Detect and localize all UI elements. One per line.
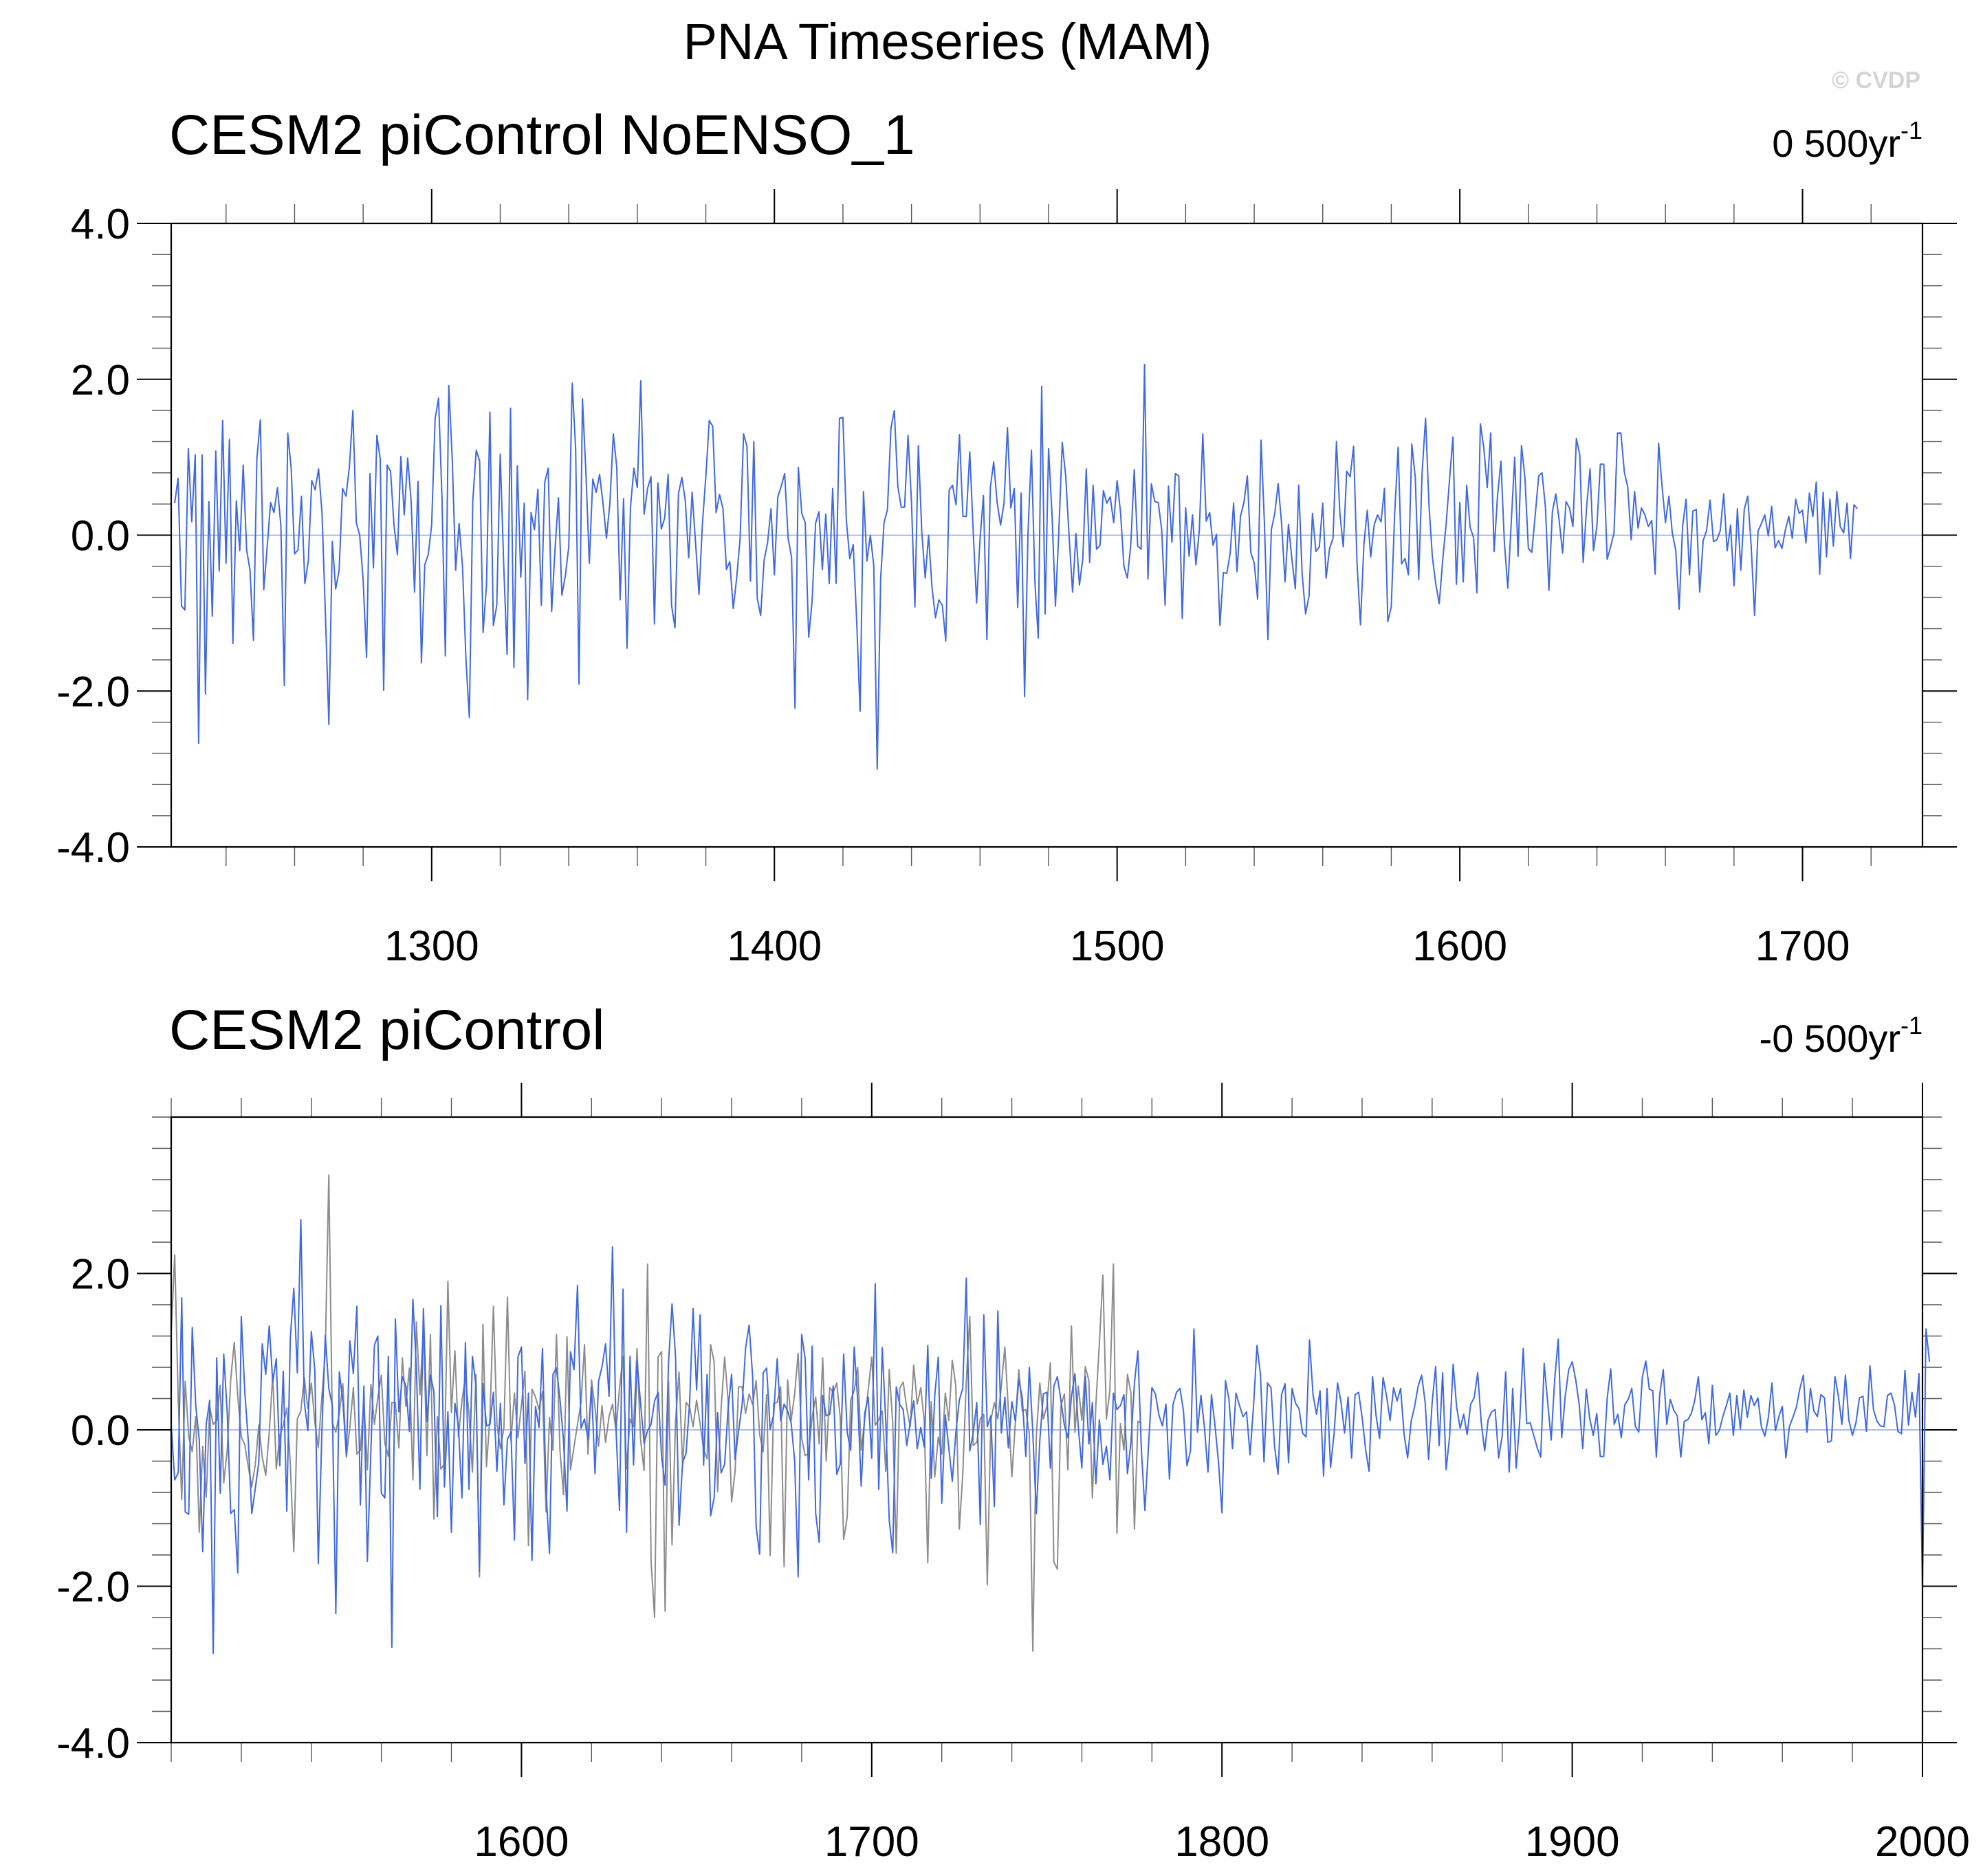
trend-value: -0 500yr: [1760, 1017, 1900, 1060]
trend-value: 0 500yr: [1772, 122, 1900, 165]
y-tick-label: 0.0: [71, 513, 130, 560]
x-tick-label: 1900: [1525, 1818, 1620, 1866]
chart-panel-noenso: CESM2 piControl NoENSO_1 0 500yr-1 -4.0 -…: [56, 104, 1957, 970]
chart-panel-picontrol: CESM2 piControl -0 500yr-1 -4.0 -2.0 0.0 2.…: [56, 999, 1970, 1866]
panel-title: CESM2 piControl NoENSO_1: [169, 104, 915, 166]
panel-title: CESM2 piControl: [169, 999, 604, 1061]
plot-frame: [170, 1116, 1924, 1744]
y-tick-label: -2.0: [56, 1564, 130, 1611]
x-tick-label: 1600: [1412, 923, 1507, 970]
series-line-main: [171, 1219, 1931, 1655]
y-tick-label: -4.0: [56, 1720, 130, 1767]
trend-label: 0 500yr-1: [1772, 116, 1922, 165]
y-tick-label: 0.0: [71, 1407, 130, 1455]
x-tick-label: 1700: [824, 1818, 919, 1866]
series-line-main: [174, 364, 1859, 770]
watermark: © CVDP: [1832, 67, 1920, 93]
x-tick-label: 1800: [1174, 1818, 1269, 1866]
x-tick-label: 1300: [384, 923, 479, 970]
x-tick-label: 1700: [1755, 923, 1850, 970]
trend-exponent: -1: [1900, 1011, 1922, 1039]
x-tick-label: 2000: [1875, 1818, 1970, 1866]
y-tick-label: 2.0: [71, 357, 130, 404]
trend-exponent: -1: [1900, 116, 1922, 144]
y-tick-label: -2.0: [56, 668, 130, 716]
plot-frame: [170, 222, 1924, 848]
y-tick-label: -4.0: [56, 824, 130, 872]
trend-label: -0 500yr-1: [1760, 1011, 1922, 1060]
x-tick-label: 1600: [474, 1818, 569, 1866]
x-tick-label: 1400: [727, 923, 822, 970]
figure-title: PNA Timeseries (MAM): [683, 13, 1212, 70]
y-tick-label: 4.0: [71, 201, 130, 248]
y-tick-label: 2.0: [71, 1251, 130, 1299]
x-tick-label: 1500: [1070, 923, 1165, 970]
